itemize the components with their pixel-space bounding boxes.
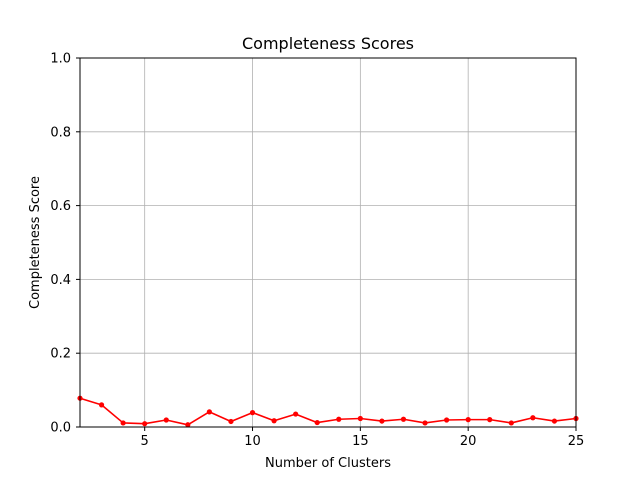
x-tick-label: 15 [352, 434, 369, 449]
data-point [336, 416, 342, 422]
data-point [444, 417, 450, 423]
plot-area [80, 58, 576, 427]
y-tick-label: 0.4 [50, 273, 71, 288]
chart-title: Completeness Scores [242, 34, 414, 53]
data-point [487, 417, 493, 423]
data-point [465, 417, 471, 423]
data-point [400, 416, 407, 422]
x-tick-label: 25 [568, 434, 585, 449]
x-tick-label: 10 [244, 434, 261, 449]
y-tick-label: 0.6 [50, 199, 71, 214]
series-layer [77, 395, 579, 428]
data-point [314, 419, 320, 426]
data-point [293, 411, 299, 417]
data-point [551, 418, 558, 424]
data-point [228, 418, 234, 425]
data-point [422, 420, 428, 426]
data-point [357, 415, 363, 422]
data-point [271, 418, 277, 424]
data-point [98, 402, 105, 408]
data-point [120, 420, 126, 426]
data-point [508, 420, 514, 426]
x-tick-label: 5 [141, 434, 149, 449]
plot-frame [79, 57, 577, 428]
axis-ticks: 5 10 15 20 25 0.0 0.2 0.4 0.6 0.8 1.0 [50, 52, 584, 450]
y-tick-label: 0.8 [50, 125, 71, 140]
x-axis-label: Number of Clusters [265, 456, 391, 471]
y-tick-label: 0.0 [50, 421, 71, 436]
y-tick-label: 1.0 [50, 52, 71, 67]
data-point [163, 417, 169, 423]
data-point [206, 409, 212, 415]
y-tick-label: 0.2 [50, 347, 71, 362]
y-axis-label: Completeness Score [28, 176, 43, 309]
data-point [185, 422, 191, 428]
data-point [142, 421, 148, 427]
series-line [79, 397, 577, 426]
data-point [379, 418, 385, 424]
x-tick-label: 20 [460, 434, 477, 449]
data-point [249, 410, 256, 416]
data-point [530, 415, 536, 421]
